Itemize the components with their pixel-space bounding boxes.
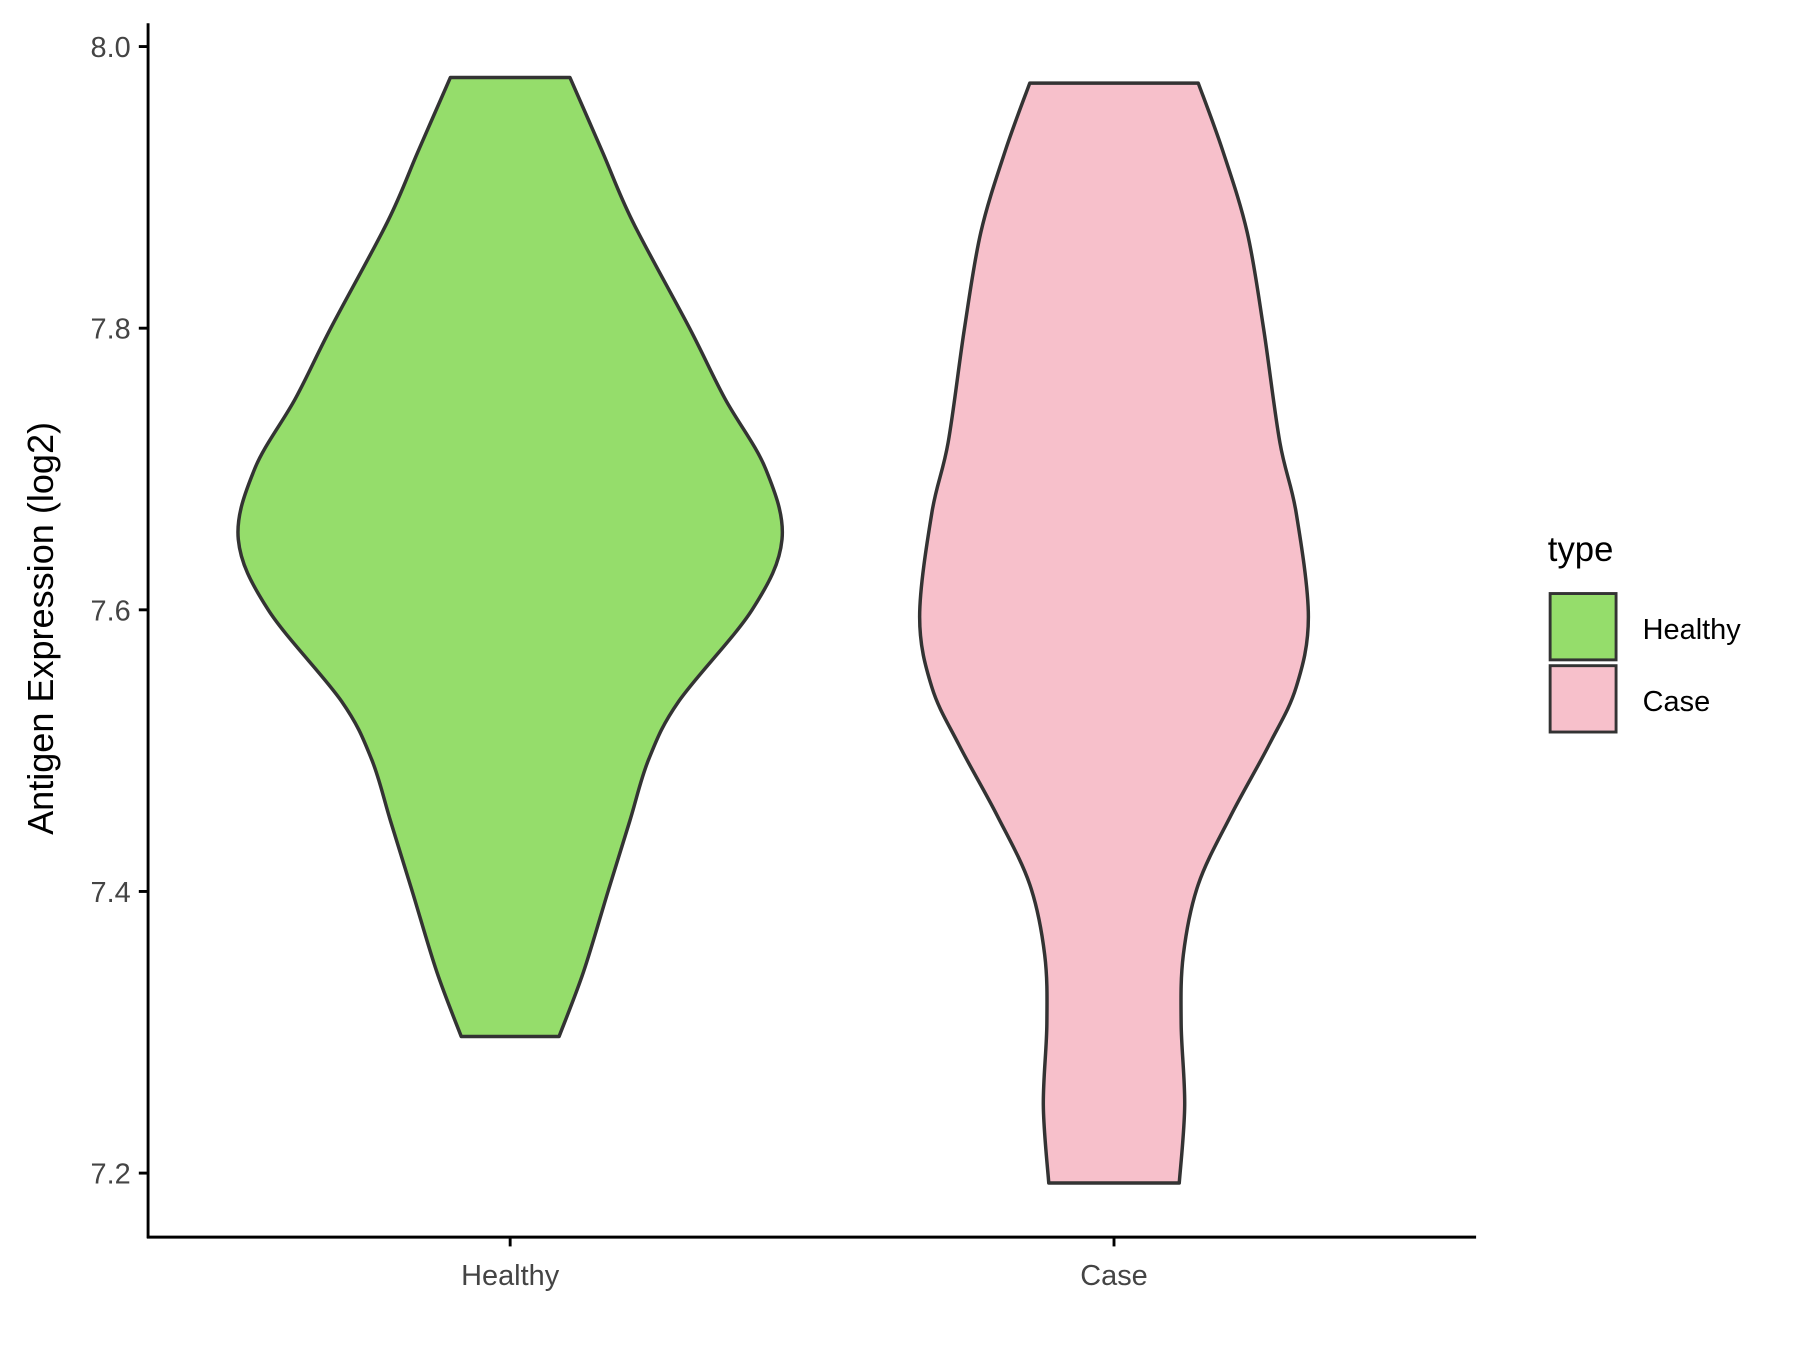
x-tick-label: Healthy <box>461 1260 560 1292</box>
y-axis-label: Antigen Expression (log2) <box>20 422 61 835</box>
y-tick-label: 8.0 <box>91 32 131 64</box>
x-tick-label: Case <box>1080 1260 1147 1292</box>
y-tick-label: 7.6 <box>91 595 131 627</box>
x-ticks: Healthy Case <box>461 1237 1148 1292</box>
legend-title: type <box>1548 530 1614 569</box>
y-tick-label: 7.2 <box>91 1159 131 1191</box>
violin-healthy <box>236 75 785 1039</box>
legend-swatch-healthy <box>1548 592 1618 662</box>
y-tick-label: 7.4 <box>91 877 131 909</box>
y-tick-label: 7.8 <box>91 314 131 346</box>
violins <box>236 75 1311 1185</box>
violin-case <box>917 81 1311 1185</box>
legend-swatch-case <box>1548 664 1618 734</box>
legend-label-healthy: Healthy <box>1643 614 1742 646</box>
legend: type Healthy Case <box>1548 530 1742 734</box>
legend-label-case: Case <box>1643 686 1710 718</box>
y-ticks: 7.2 7.4 7.6 7.8 8.0 <box>91 32 149 1191</box>
